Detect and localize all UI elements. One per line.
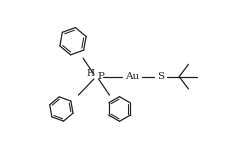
Text: P: P xyxy=(97,72,104,81)
Text: S: S xyxy=(157,72,164,81)
Text: Au: Au xyxy=(125,72,139,81)
Text: H: H xyxy=(87,69,95,78)
